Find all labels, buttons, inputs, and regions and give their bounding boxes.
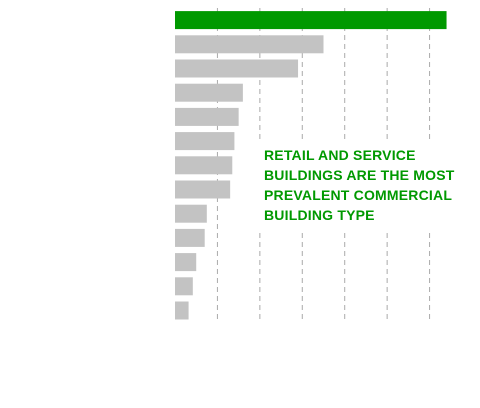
bar bbox=[175, 205, 207, 223]
bar bbox=[175, 253, 196, 271]
bar bbox=[175, 132, 234, 150]
bar bbox=[175, 181, 230, 199]
bar bbox=[175, 84, 243, 102]
bar bbox=[175, 108, 239, 126]
bar bbox=[175, 60, 298, 78]
bar bbox=[175, 156, 232, 174]
bar-highlight bbox=[175, 11, 447, 29]
bar bbox=[175, 302, 189, 320]
chart-annotation: Retail and service buildings are the mos… bbox=[258, 142, 474, 229]
bar bbox=[175, 229, 205, 247]
bar bbox=[175, 35, 324, 53]
bar bbox=[175, 277, 193, 295]
